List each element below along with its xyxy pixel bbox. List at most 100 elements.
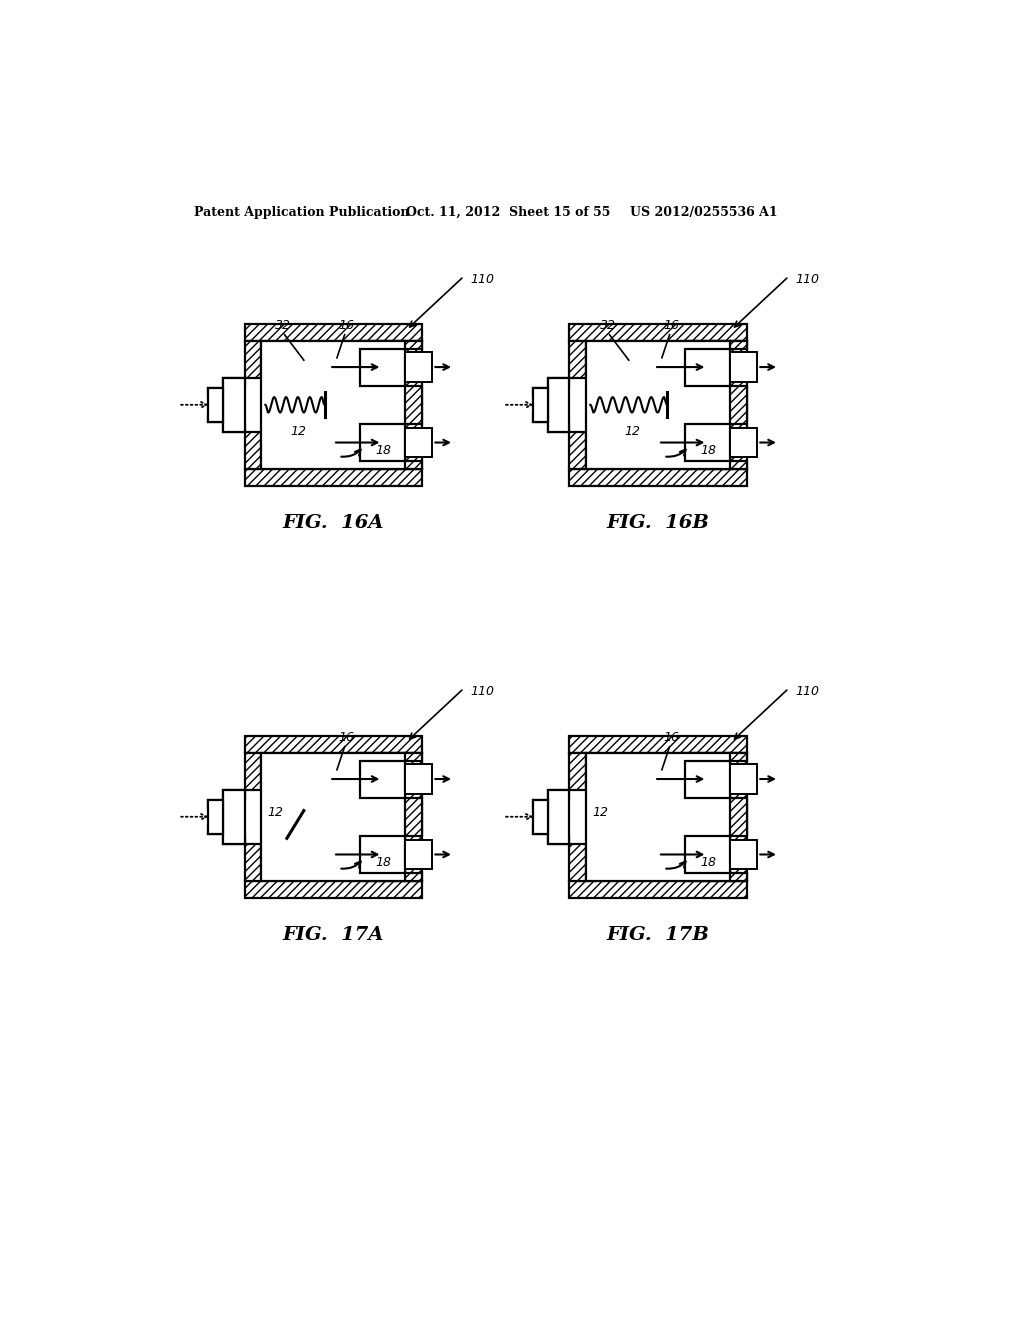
Text: 12: 12 [267, 807, 284, 820]
Text: 18: 18 [376, 444, 392, 457]
Bar [730, 352, 758, 381]
Text: FIG.  16B: FIG. 16B [606, 513, 710, 532]
Bar [223, 836, 245, 843]
Text: 110: 110 [470, 273, 495, 286]
Bar [404, 752, 422, 880]
Bar [569, 880, 746, 898]
Bar [360, 873, 422, 880]
Bar [360, 348, 404, 385]
Text: 12: 12 [291, 425, 306, 438]
Text: 18: 18 [700, 855, 717, 869]
Bar [223, 789, 245, 797]
Bar [685, 836, 730, 873]
Bar [532, 800, 548, 808]
Bar [685, 424, 730, 461]
Bar [548, 836, 569, 843]
Text: 12: 12 [625, 425, 641, 438]
Bar [548, 789, 569, 797]
Bar [685, 461, 746, 469]
Text: 12: 12 [592, 807, 608, 820]
Bar [730, 428, 758, 457]
Bar [587, 341, 730, 469]
Bar [223, 424, 245, 432]
Bar [360, 341, 422, 348]
Bar [360, 385, 422, 424]
Bar [685, 385, 746, 424]
Text: 18: 18 [376, 855, 392, 869]
Bar [404, 341, 422, 469]
Bar [730, 341, 746, 469]
Bar [208, 388, 223, 422]
Text: FIG.  17A: FIG. 17A [283, 925, 384, 944]
Bar [685, 752, 746, 760]
Bar [532, 388, 548, 422]
Bar [261, 752, 404, 880]
Bar [587, 752, 730, 880]
Text: 32: 32 [600, 318, 616, 331]
Text: Oct. 11, 2012  Sheet 15 of 55: Oct. 11, 2012 Sheet 15 of 55 [407, 206, 610, 219]
Bar [685, 348, 730, 385]
Text: FIG.  17B: FIG. 17B [606, 925, 710, 944]
Bar [569, 737, 746, 752]
Bar [223, 789, 245, 843]
Bar [223, 378, 245, 432]
Bar [360, 760, 404, 797]
Bar [532, 414, 548, 422]
Bar [569, 323, 746, 341]
Text: US 2012/0255536 A1: US 2012/0255536 A1 [630, 206, 777, 219]
Text: FIG.  16A: FIG. 16A [283, 513, 384, 532]
Text: 16: 16 [338, 730, 354, 743]
Text: 18: 18 [700, 444, 717, 457]
Bar [548, 378, 569, 432]
Bar [685, 873, 746, 880]
Bar [730, 840, 758, 869]
Bar [569, 432, 587, 469]
Bar [532, 826, 548, 834]
Bar [208, 826, 223, 834]
Bar [245, 323, 422, 341]
Bar [208, 800, 223, 834]
Bar [685, 760, 730, 797]
Bar [208, 388, 223, 396]
Bar [532, 388, 548, 396]
Bar [569, 341, 587, 378]
Bar [569, 469, 746, 486]
Bar [208, 414, 223, 422]
Text: 16: 16 [338, 318, 354, 331]
Text: 16: 16 [664, 318, 679, 331]
Bar [730, 764, 758, 793]
Bar [569, 843, 587, 880]
Bar [360, 752, 422, 760]
Bar [223, 378, 245, 385]
Bar [532, 800, 548, 834]
Bar [360, 424, 404, 461]
Bar [685, 797, 746, 836]
Bar [548, 789, 569, 843]
Bar [245, 737, 422, 752]
Bar [245, 880, 422, 898]
Text: 32: 32 [275, 318, 291, 331]
Bar [245, 341, 261, 378]
Bar [360, 836, 404, 873]
Text: Patent Application Publication: Patent Application Publication [194, 206, 410, 219]
Bar [404, 764, 432, 793]
Bar [569, 752, 587, 789]
Bar [245, 752, 261, 789]
Bar [245, 843, 261, 880]
Text: 110: 110 [795, 685, 819, 698]
Bar [548, 424, 569, 432]
Bar [245, 469, 422, 486]
Bar [404, 352, 432, 381]
Bar [245, 432, 261, 469]
Bar [404, 840, 432, 869]
Bar [360, 797, 422, 836]
Text: 110: 110 [795, 273, 819, 286]
Bar [730, 752, 746, 880]
Bar [360, 461, 422, 469]
Text: 16: 16 [664, 730, 679, 743]
Bar [261, 341, 404, 469]
Bar [404, 428, 432, 457]
Text: 110: 110 [470, 685, 495, 698]
Bar [548, 378, 569, 385]
Bar [208, 800, 223, 808]
